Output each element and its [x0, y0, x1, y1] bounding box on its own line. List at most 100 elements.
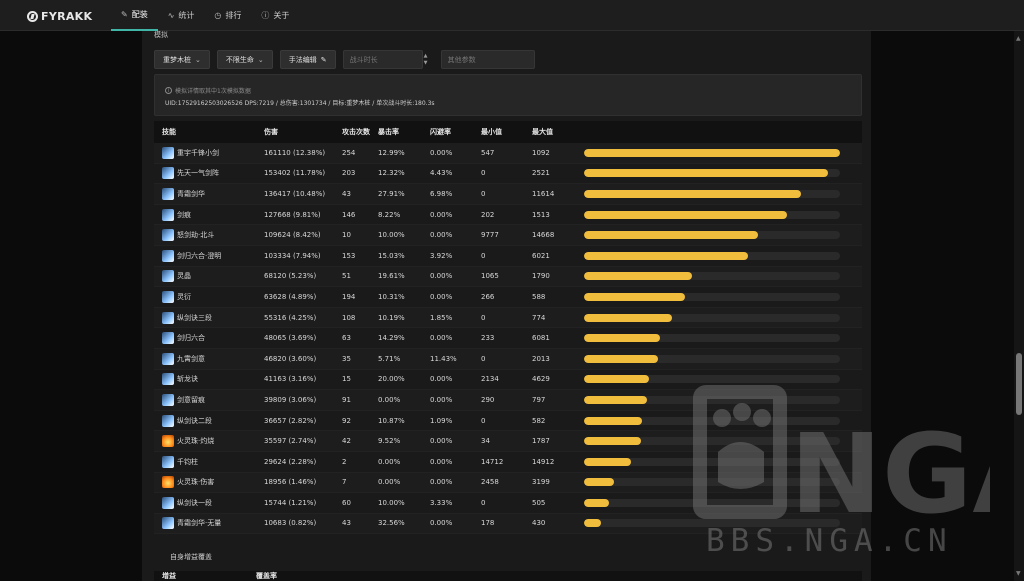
duration-input[interactable] — [342, 50, 423, 69]
max-cell: 797 — [532, 395, 546, 404]
damage-cell: 15744 (1.21%) — [264, 498, 317, 507]
count-cell: 146 — [342, 210, 356, 219]
params-input[interactable] — [440, 50, 535, 69]
col-coverage[interactable]: 覆盖率 — [256, 572, 277, 580]
damage-bar-fill — [584, 169, 828, 178]
count-cell: 2 — [342, 457, 347, 466]
col-skill[interactable]: 技能 — [162, 128, 176, 136]
right-gutter — [871, 31, 1014, 581]
table-row: 火灵珠·灼烧 35597 (2.74%) 42 9.52% 0.00% 34 1787 — [154, 431, 862, 452]
dodge-cell: 0.00% — [430, 478, 453, 487]
page-scrollbar[interactable]: ▲ ▼ — [1014, 31, 1024, 581]
scroll-thumb[interactable] — [1016, 353, 1022, 415]
sword-skill-icon — [162, 455, 174, 468]
dodge-cell: 6.98% — [430, 189, 453, 198]
sim-info-box: i 模拟详情取其中1次模拟数据 UID:17529162503026526 DP… — [154, 74, 862, 116]
max-cell: 4629 — [532, 375, 550, 384]
nav-item-stats[interactable]: ∿ 统计 — [158, 0, 205, 31]
skill-name: 灵衍 — [177, 292, 191, 301]
count-cell: 43 — [342, 519, 351, 528]
col-min[interactable]: 最小值 — [481, 128, 502, 136]
count-cell: 15 — [342, 375, 351, 384]
skill-name: 火灵珠·灼烧 — [177, 437, 215, 446]
bar-cell — [584, 231, 862, 240]
sword-skill-icon — [162, 249, 174, 262]
skill-cell: 剑归六合·澄明 — [154, 249, 264, 262]
table-row: 火灵珠·伤害 18956 (1.46%) 7 0.00% 0.00% 2458 3199 — [154, 472, 862, 494]
skill-cell: 纵剑诀二段 — [154, 414, 264, 427]
nav-label: 排行 — [225, 11, 242, 20]
max-cell: 2521 — [532, 169, 550, 178]
col-count[interactable]: 攻击次数 — [342, 128, 370, 136]
count-cell: 43 — [342, 189, 351, 198]
table-row: 斩龙诀 41163 (3.16%) 15 20.00% 0.00% 2134 4629 — [154, 369, 862, 391]
crit-cell: 0.00% — [378, 478, 401, 487]
damage-cell: 63628 (4.89%) — [264, 292, 317, 301]
skill-name: 剑归六合 — [177, 334, 205, 343]
stepper-down-icon[interactable]: ▼ — [423, 59, 428, 66]
duration-stepper[interactable]: ▲ ▼ — [424, 50, 434, 69]
col-max[interactable]: 最大值 — [532, 128, 553, 136]
damage-bar-track — [584, 498, 840, 507]
table-row: 九霄剑意 46820 (3.60%) 35 5.71% 11.43% 0 2013 — [154, 348, 862, 370]
top-bar: FYRAKK ✎ 配装 ∿ 统计 ◷ 排行 ⓘ 关于 — [0, 0, 1024, 31]
count-cell: 35 — [342, 354, 351, 363]
min-cell: 290 — [481, 395, 495, 404]
damage-bar-fill — [584, 519, 601, 528]
damage-cell: 39809 (3.06%) — [264, 395, 317, 404]
skill-cell: 剑意留痕 — [154, 393, 264, 406]
damage-cell: 161110 (12.38%) — [264, 148, 326, 157]
col-dodge[interactable]: 闪避率 — [430, 128, 451, 136]
bar-cell — [584, 148, 862, 157]
scroll-down-icon[interactable]: ▼ — [1016, 570, 1021, 577]
crit-cell: 10.00% — [378, 498, 405, 507]
damage-cell: 103334 (7.94%) — [264, 251, 321, 260]
min-cell: 0 — [481, 169, 486, 178]
crit-cell: 15.03% — [378, 251, 405, 260]
col-buff[interactable]: 增益 — [162, 572, 176, 580]
crit-cell: 14.29% — [378, 334, 405, 343]
damage-bar-fill — [584, 148, 840, 157]
col-damage[interactable]: 伤害 — [264, 128, 278, 136]
bar-cell — [584, 189, 862, 198]
max-cell: 1790 — [532, 272, 550, 281]
bar-cell — [584, 251, 862, 260]
crit-cell: 9.52% — [378, 437, 401, 446]
stepper-up-icon[interactable]: ▲ — [423, 52, 428, 59]
col-crit[interactable]: 暴击率 — [378, 128, 399, 136]
damage-cell: 10683 (0.82%) — [264, 519, 317, 528]
damage-bar-track — [584, 395, 840, 404]
skill-name: 剑痕 — [177, 210, 191, 219]
life-select[interactable]: 不限生命 ⌄ — [216, 50, 273, 69]
damage-bar-fill — [584, 231, 759, 240]
min-cell: 0 — [481, 498, 486, 507]
activity-icon: ∿ — [167, 11, 175, 20]
nav-item-ranking[interactable]: ◷ 排行 — [204, 0, 251, 31]
table-row: 剑意留痕 39809 (3.06%) 91 0.00% 0.00% 290 797 — [154, 390, 862, 411]
damage-bar-track — [584, 334, 840, 343]
target-select[interactable]: 重梦木桩 ⌄ — [154, 50, 210, 69]
scroll-up-icon[interactable]: ▲ — [1016, 35, 1021, 42]
dodge-cell: 4.43% — [430, 169, 453, 178]
table-row: 纵剑诀二段 36657 (2.82%) 92 10.87% 1.09% 0 582 — [154, 410, 862, 432]
sword-skill-icon — [162, 496, 174, 509]
min-cell: 202 — [481, 210, 495, 219]
dodge-cell: 1.85% — [430, 313, 453, 322]
nav-item-loadout[interactable]: ✎ 配装 — [111, 0, 158, 31]
table-row: 灵衍 63628 (4.89%) 194 10.31% 0.00% 266 588 — [154, 287, 862, 308]
crit-cell: 0.00% — [378, 457, 401, 466]
app-logo[interactable]: FYRAKK — [27, 9, 92, 23]
table-row: 青霜剑华 136417 (10.48%) 43 27.91% 6.98% 0 11614 — [154, 184, 862, 205]
edit-rotation-button[interactable]: 手法编辑 ✎ — [279, 50, 336, 69]
buff-section-title: 自身增益覆盖 — [170, 553, 212, 561]
dodge-cell: 0.00% — [430, 231, 453, 240]
skill-name: 纵剑诀一段 — [177, 498, 212, 507]
table-row: 剑归六合 48065 (3.69%) 63 14.29% 0.00% 233 6081 — [154, 328, 862, 349]
life-select-label: 不限生命 — [225, 55, 254, 64]
nav-item-about[interactable]: ⓘ 关于 — [251, 0, 299, 31]
max-cell: 505 — [532, 498, 546, 507]
crit-cell: 12.99% — [378, 148, 405, 157]
count-cell: 63 — [342, 334, 351, 343]
skill-name: 青霜剑华·无量 — [177, 519, 222, 528]
table-row: 纵剑诀三段 55316 (4.25%) 108 10.19% 1.85% 0 774 — [154, 307, 862, 329]
